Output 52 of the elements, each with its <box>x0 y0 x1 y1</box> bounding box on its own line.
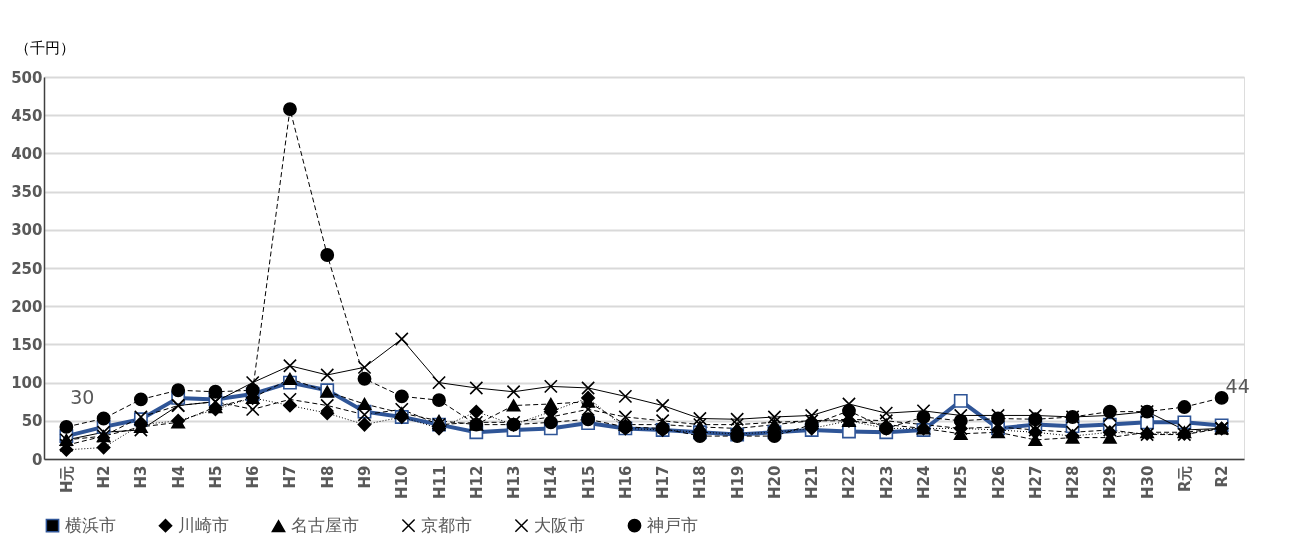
x-tick-label: H17 <box>654 465 673 499</box>
legend-label: 神戸市 <box>647 514 698 535</box>
y-tick-label: 50 <box>21 412 43 431</box>
x-tick-label: H8 <box>318 465 337 489</box>
legend-label: 京都市 <box>421 514 472 535</box>
x-tick-label: R2 <box>1213 465 1232 488</box>
x-tick-label: H30 <box>1138 465 1157 499</box>
x-tick-label: H2 <box>95 465 114 489</box>
x-tick-label: H18 <box>691 465 710 499</box>
y-axis-title: （千円） <box>14 38 75 57</box>
x-tick-label: H19 <box>728 465 747 499</box>
x-tick-label: H28 <box>1064 465 1083 499</box>
x-tick-label: H14 <box>542 465 561 499</box>
legend-label: 大阪市 <box>534 514 585 535</box>
data-label: 30 <box>70 386 95 409</box>
x-tick-label: H4 <box>169 465 188 489</box>
x-tick-label: H元 <box>57 465 76 494</box>
legend-label: 川崎市 <box>178 514 229 535</box>
x-tick-label: R元 <box>1175 465 1194 493</box>
x-tick-label: H27 <box>1026 465 1045 499</box>
y-tick-label: 250 <box>11 259 43 278</box>
y-tick-label: 0 <box>32 450 43 469</box>
x-tick-label: H12 <box>467 465 486 499</box>
legend-label: 横浜市 <box>65 514 116 535</box>
x-tick-label: H20 <box>765 465 784 499</box>
x-tick-label: H25 <box>952 465 971 499</box>
x-tick-label: H13 <box>505 465 524 499</box>
x-tick-label: H26 <box>989 465 1008 499</box>
x-tick-label: H15 <box>579 465 598 499</box>
x-tick-label: H9 <box>356 465 374 489</box>
x-tick-label: H10 <box>393 465 412 499</box>
data-label: 44 <box>1225 375 1250 398</box>
x-tick-label: H7 <box>281 465 300 489</box>
y-tick-label: 450 <box>11 106 43 125</box>
x-tick-label: H11 <box>430 465 449 499</box>
x-tick-label: H23 <box>877 465 896 499</box>
x-tick-label: H3 <box>132 465 151 489</box>
y-tick-label: 300 <box>11 221 43 240</box>
x-tick-label: H29 <box>1101 465 1120 499</box>
x-tick-label: H22 <box>840 465 859 499</box>
y-tick-label: 350 <box>11 183 43 202</box>
x-tick-label: H21 <box>803 465 822 499</box>
x-tick-label: H5 <box>206 465 225 489</box>
y-tick-label: 400 <box>11 144 43 163</box>
x-tick-label: H24 <box>915 465 933 499</box>
y-tick-label: 500 <box>11 68 43 87</box>
x-tick-label: H16 <box>616 465 635 499</box>
y-tick-label: 150 <box>11 335 43 354</box>
y-tick-label: 100 <box>11 374 43 393</box>
legend-label: 名古屋市 <box>291 515 359 536</box>
y-tick-label: 200 <box>11 297 43 316</box>
x-tick-label: H6 <box>244 465 263 489</box>
